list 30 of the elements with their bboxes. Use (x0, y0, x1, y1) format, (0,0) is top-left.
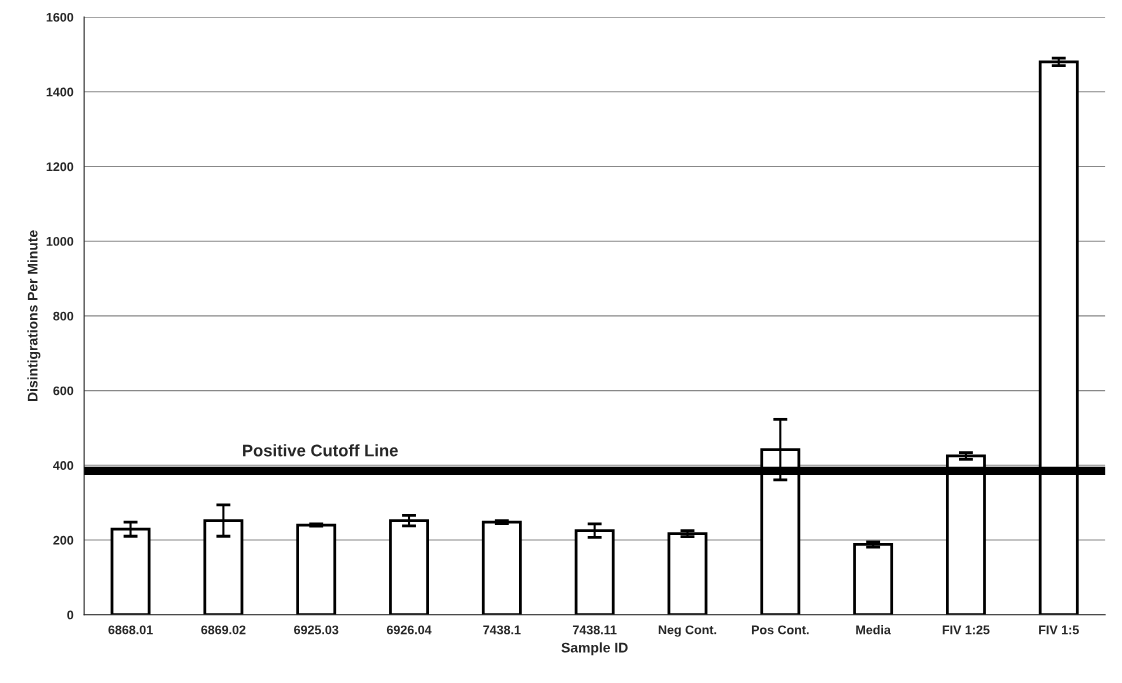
bar (296, 523, 337, 615)
x-tick-label: 6926.04 (386, 625, 432, 635)
bar (389, 519, 429, 615)
x-tick-label: 6868.01 (108, 625, 153, 635)
y-tick-label: 600 (53, 386, 74, 396)
bar (667, 532, 708, 615)
x-tick-label: Pos Cont. (751, 625, 809, 635)
y-tick-label: 1400 (46, 87, 74, 97)
bar (574, 529, 615, 615)
y-axis-title: Disintigrations Per Minute (27, 230, 41, 401)
y-tick-label: 1200 (46, 162, 74, 172)
x-tick-label: 7438.1 (483, 625, 521, 635)
x-tick-label: 6869.02 (201, 625, 246, 635)
bar (853, 543, 894, 615)
x-axis-title: Sample ID (561, 642, 628, 656)
x-tick-label: FIV 1:25 (942, 625, 990, 635)
x-tick-label: 6925.03 (294, 625, 339, 635)
y-tick-label: 1000 (46, 236, 74, 246)
x-tick-label: FIV 1:5 (1039, 625, 1079, 635)
x-tick-label: 7438.11 (572, 625, 617, 635)
y-tick-label: 0 (67, 610, 74, 620)
y-tick-label: 200 (53, 535, 74, 545)
y-tick-label: 400 (53, 461, 74, 470)
bar (110, 527, 151, 615)
y-tick-label: 800 (53, 311, 74, 321)
x-tick-label: Media (856, 625, 891, 635)
ref-line-label: Positive Cutoff Line (243, 444, 398, 457)
y-tick-label: 1600 (46, 12, 74, 22)
x-tick-label: Neg Cont. (658, 625, 717, 637)
bar (481, 520, 522, 615)
